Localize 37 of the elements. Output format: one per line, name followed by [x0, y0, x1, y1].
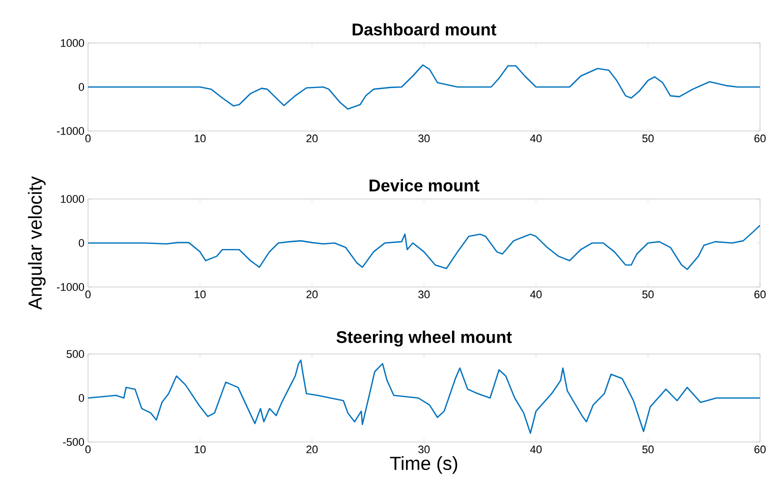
y-tick-label: 0 — [78, 394, 84, 402]
x-tick-label: 20 — [306, 446, 318, 454]
x-tick-label: 60 — [754, 290, 766, 298]
y-tick-label: 0 — [78, 239, 84, 247]
x-tick-label: 30 — [418, 290, 430, 298]
x-tick-label: 50 — [642, 446, 654, 454]
y-tick-label: 1000 — [60, 39, 84, 47]
x-tick-label: 0 — [85, 290, 91, 298]
y-tick-label: -1000 — [56, 283, 84, 291]
x-tick-label: 30 — [418, 446, 430, 454]
x-tick-label: 60 — [754, 134, 766, 142]
x-tick-label: 10 — [194, 134, 206, 142]
y-tick-label: 500 — [66, 350, 84, 358]
y-tick-label: -500 — [63, 438, 84, 446]
x-tick-label: 10 — [194, 290, 206, 298]
x-tick-label: 40 — [530, 290, 542, 298]
x-tick-label: 10 — [194, 446, 206, 454]
y-tick-label: 0 — [78, 83, 84, 91]
x-tick-label: 40 — [530, 134, 542, 142]
x-tick-label: 50 — [642, 134, 654, 142]
line-series — [88, 224, 760, 270]
x-tick-label: 40 — [530, 446, 542, 454]
x-axis-title: Time (s) — [390, 456, 458, 474]
y-axis-title: Angular velocity — [28, 176, 46, 310]
chart-title: Dashboard mount — [352, 23, 496, 36]
chart-title: Device mount — [370, 179, 480, 192]
x-tick-label: 30 — [418, 134, 430, 142]
x-tick-label: 60 — [754, 446, 766, 454]
x-tick-label: 20 — [306, 134, 318, 142]
y-tick-label: -1000 — [56, 127, 84, 135]
x-tick-label: 50 — [642, 290, 654, 298]
y-tick-label: 1000 — [60, 195, 84, 203]
x-tick-label: 0 — [85, 134, 91, 142]
line-series — [88, 360, 760, 434]
x-tick-label: 20 — [306, 290, 318, 298]
x-tick-label: 0 — [85, 446, 91, 454]
chart-title: Steering wheel mount — [336, 330, 512, 347]
